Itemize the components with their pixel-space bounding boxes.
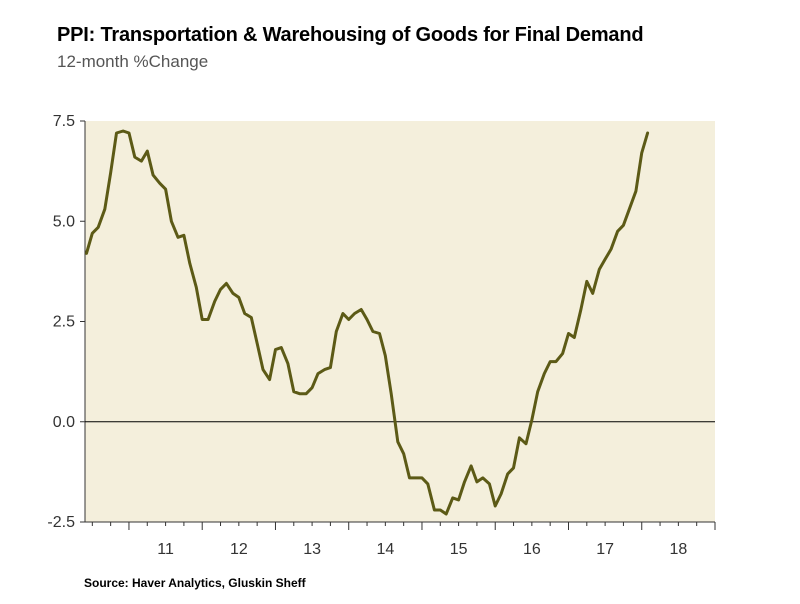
y-tick-label: 7.5: [53, 113, 75, 130]
y-tick-label: -2.5: [47, 514, 75, 531]
y-tick-label: 0.0: [53, 414, 75, 431]
x-tick-label: 11: [157, 541, 174, 558]
x-tick-label: 15: [450, 541, 468, 558]
x-tick-label: 12: [230, 541, 248, 558]
x-tick-label: 18: [669, 541, 687, 558]
series-line: [85, 129, 650, 516]
x-tick-label: 17: [596, 541, 614, 558]
x-tick-label: 13: [303, 541, 321, 558]
source-note: Source: Haver Analytics, Gluskin Sheff: [84, 576, 306, 590]
chart-title: PPI: Transportation & Warehousing of Goo…: [57, 24, 644, 46]
chart-subtitle: 12-month %Change: [57, 52, 209, 71]
x-tick-label: 14: [376, 541, 394, 558]
y-tick-label: 5.0: [53, 213, 75, 230]
y-tick-label: 2.5: [53, 314, 75, 331]
plot-area: [85, 121, 715, 522]
x-tick-label: 16: [523, 541, 541, 558]
